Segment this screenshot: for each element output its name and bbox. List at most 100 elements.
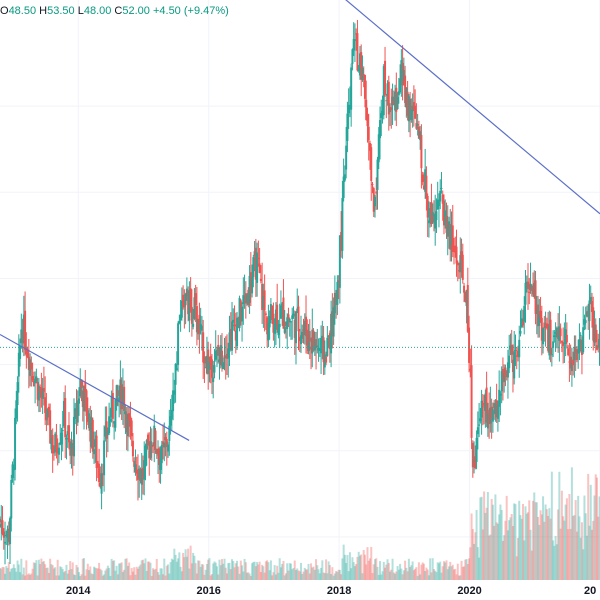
candle-body[interactable] — [50, 438, 53, 450]
candle-body[interactable] — [178, 320, 181, 324]
candle-body[interactable] — [514, 349, 517, 351]
candle-body[interactable] — [164, 437, 167, 441]
candle-body[interactable] — [545, 323, 548, 329]
candle-body[interactable] — [313, 339, 316, 351]
candle-body[interactable] — [0, 523, 3, 528]
candle-body[interactable] — [347, 104, 350, 114]
candle-body[interactable] — [357, 69, 360, 72]
candle-body[interactable] — [0, 518, 1, 523]
candle-body[interactable] — [429, 207, 432, 222]
candle-body[interactable] — [308, 331, 311, 342]
candle-body[interactable] — [37, 386, 40, 401]
candle-body[interactable] — [185, 288, 188, 297]
candle-body[interactable] — [527, 281, 530, 290]
candle-body[interactable] — [589, 296, 592, 303]
candle-body[interactable] — [454, 245, 457, 253]
candle-body[interactable] — [395, 87, 398, 112]
candle-body[interactable] — [173, 390, 176, 395]
candle-body[interactable] — [279, 305, 282, 319]
candle-body[interactable] — [126, 413, 129, 437]
candle-body[interactable] — [64, 398, 67, 438]
candle-body[interactable] — [288, 318, 291, 323]
candle-body[interactable] — [188, 290, 191, 321]
candle-body[interactable] — [424, 169, 427, 192]
candle-body[interactable] — [264, 313, 267, 315]
candle-body[interactable] — [547, 323, 550, 351]
candle-body[interactable] — [578, 338, 581, 353]
candle-body[interactable] — [498, 389, 501, 407]
candle-body[interactable] — [343, 174, 346, 181]
candle-body[interactable] — [376, 159, 379, 190]
candle-body[interactable] — [148, 450, 151, 459]
candle-body[interactable] — [439, 190, 442, 202]
candle-body[interactable] — [180, 300, 183, 318]
candle-body[interactable] — [282, 297, 285, 329]
candle-body[interactable] — [530, 288, 533, 291]
candle-body[interactable] — [391, 96, 394, 106]
candle-body[interactable] — [375, 191, 378, 194]
candle-body[interactable] — [205, 355, 208, 374]
candle-body[interactable] — [144, 445, 147, 467]
candle-body[interactable] — [232, 319, 235, 323]
candle-body[interactable] — [426, 195, 429, 218]
candle-body[interactable] — [214, 350, 217, 360]
candle-body[interactable] — [317, 347, 320, 351]
candle-body[interactable] — [129, 416, 132, 427]
candle-body[interactable] — [52, 449, 55, 454]
candle-body[interactable] — [458, 269, 461, 272]
candle-body[interactable] — [121, 389, 124, 406]
candle-body[interactable] — [293, 319, 296, 338]
candle-body[interactable] — [283, 326, 286, 333]
candle-body[interactable] — [248, 275, 251, 303]
candle-body[interactable] — [89, 416, 92, 442]
candle-body[interactable] — [76, 400, 79, 423]
candle-body[interactable] — [94, 439, 97, 447]
candle-body[interactable] — [318, 348, 321, 351]
candle-body[interactable] — [333, 292, 336, 314]
candle-body[interactable] — [392, 100, 395, 105]
candle-body[interactable] — [194, 293, 197, 306]
candle-body[interactable] — [387, 81, 390, 115]
candle-body[interactable] — [138, 468, 141, 479]
candle-body[interactable] — [584, 320, 587, 323]
candle-body[interactable] — [269, 304, 272, 320]
candle-body[interactable] — [75, 410, 78, 417]
candle-body[interactable] — [422, 185, 425, 190]
candle-body[interactable] — [236, 317, 239, 347]
candle-body[interactable] — [115, 385, 118, 406]
candle-body[interactable] — [162, 441, 165, 445]
candle-body[interactable] — [198, 315, 201, 334]
candle-body[interactable] — [316, 345, 319, 347]
candle-body[interactable] — [66, 431, 69, 436]
candle-body[interactable] — [474, 456, 477, 468]
candle-body[interactable] — [220, 350, 223, 367]
candle-body[interactable] — [210, 359, 213, 378]
candle-body[interactable] — [569, 356, 572, 369]
candle-body[interactable] — [480, 400, 483, 418]
candle-body[interactable] — [9, 518, 12, 545]
candle-body[interactable] — [44, 397, 47, 414]
candle-body[interactable] — [370, 147, 373, 181]
candle-body[interactable] — [312, 330, 315, 346]
candle-body[interactable] — [93, 449, 96, 455]
candle-body[interactable] — [239, 300, 242, 322]
candle-body[interactable] — [573, 347, 576, 361]
candle-body[interactable] — [582, 327, 585, 353]
candle-body[interactable] — [258, 263, 261, 273]
candle-body[interactable] — [518, 339, 521, 358]
candle-body[interactable] — [297, 306, 300, 332]
candle-body[interactable] — [494, 402, 497, 415]
candle-body[interactable] — [169, 416, 172, 426]
candle-body[interactable] — [233, 324, 236, 327]
candle-body[interactable] — [6, 529, 9, 538]
candle-body[interactable] — [217, 344, 220, 356]
candle-body[interactable] — [346, 113, 349, 141]
candle-body[interactable] — [120, 384, 123, 410]
candle-body[interactable] — [261, 283, 264, 310]
candle-body[interactable] — [320, 337, 323, 354]
candle-body[interactable] — [532, 285, 535, 295]
candle-body[interactable] — [444, 210, 447, 226]
candle-body[interactable] — [256, 252, 259, 283]
candle-body[interactable] — [488, 409, 491, 424]
candle-body[interactable] — [160, 444, 163, 464]
